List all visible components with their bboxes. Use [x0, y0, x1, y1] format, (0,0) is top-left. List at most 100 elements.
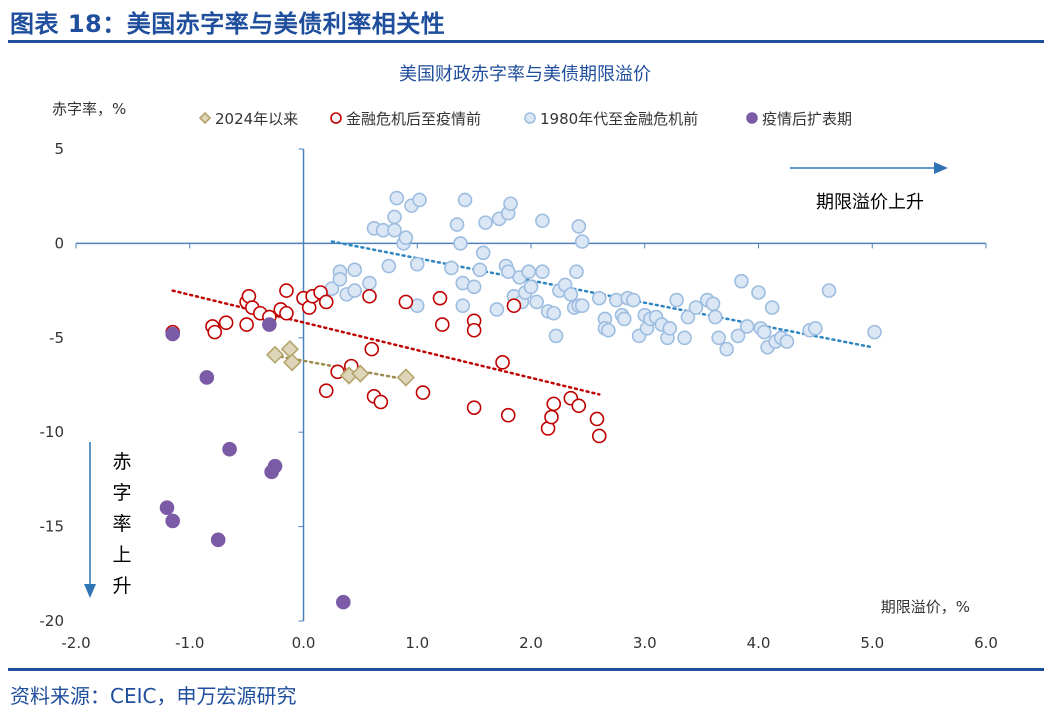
data-point [779, 334, 795, 349]
data-points [159, 190, 882, 610]
data-point [282, 353, 302, 372]
data-point [165, 513, 180, 529]
data-point [347, 283, 362, 298]
data-point [387, 209, 402, 225]
data-point [548, 328, 564, 344]
data-point [432, 290, 448, 306]
x-tick-label: 6.0 [974, 634, 998, 652]
data-point [472, 262, 488, 278]
data-point [756, 324, 772, 340]
data-point [563, 287, 579, 302]
data-point [159, 500, 175, 516]
data-point [351, 364, 370, 383]
legend-marker [330, 112, 342, 124]
data-point [677, 330, 692, 346]
data-point [591, 428, 607, 444]
data-point [466, 400, 482, 415]
x-tick-label: -2.0 [61, 634, 90, 652]
data-point [409, 256, 425, 272]
data-point [478, 215, 493, 230]
data-point [434, 317, 450, 332]
data-point [280, 339, 299, 359]
header-rule [8, 40, 1044, 43]
data-point [535, 264, 550, 280]
data-point [546, 396, 562, 412]
data-point [529, 294, 544, 310]
x-tick-label: 1.0 [405, 634, 429, 652]
axes: -2.0 -1.0 0.0 1.0 2.0 3.0 4.0 5.0 6.0 5 0 -5 -10 -15 -… [40, 140, 998, 652]
data-point [591, 290, 607, 306]
data-point [523, 279, 539, 295]
data-point [457, 192, 473, 208]
data-point [489, 302, 505, 317]
trend-line [279, 355, 408, 381]
data-point [662, 321, 678, 336]
legend-item: 疫情后扩表期 [746, 110, 852, 128]
data-point [222, 441, 237, 457]
y-tick-label: -5 [49, 329, 64, 347]
footer-rule [8, 668, 1044, 671]
data-point [500, 407, 516, 423]
page-title: 图表 18：美国赤字率与美债利率相关性 [10, 10, 446, 38]
data-point [387, 222, 402, 238]
data-point [495, 355, 510, 370]
data-point [521, 264, 537, 280]
data-point [396, 368, 416, 387]
data-point [734, 273, 749, 289]
down-arrow-label-char: 率 [112, 513, 131, 535]
right-arrow-label: 期限溢价上升 [816, 192, 924, 213]
data-point [808, 321, 823, 336]
y-tick-label: -20 [40, 612, 65, 630]
data-point [210, 532, 226, 548]
legend-item: 2024年以来 [198, 110, 298, 128]
data-point [601, 322, 616, 338]
data-point [821, 283, 837, 298]
x-tick-label: 4.0 [747, 634, 771, 652]
y-tick-label: -15 [40, 518, 65, 536]
data-point [544, 409, 559, 425]
data-point [453, 236, 468, 251]
chart-title: 美国财政赤字率与美债期限溢价 [399, 64, 651, 85]
data-point [466, 322, 482, 338]
legend-item: 1980年代至金融危机前 [524, 110, 698, 128]
legend: 2024年以来 金融危机后至疫情前 1980年代至金融危机前 疫情后扩表期 [198, 110, 852, 128]
y-tick-label: 5 [54, 140, 64, 158]
data-point [739, 319, 755, 334]
data-point [571, 219, 587, 234]
down-arrow-label-char: 上 [112, 544, 131, 566]
data-point [373, 394, 389, 410]
down-arrow-label-char: 字 [112, 482, 131, 504]
x-tick-label: 2.0 [519, 634, 543, 652]
data-point [267, 458, 283, 474]
y-tick-label: -10 [40, 423, 65, 441]
legend-marker [198, 111, 212, 125]
data-point [165, 326, 180, 342]
data-point [466, 279, 482, 295]
data-point [362, 288, 377, 304]
data-point [688, 300, 704, 315]
down-arrow-label-char: 赤 [112, 451, 131, 473]
data-point [500, 264, 516, 280]
legend-marker [746, 112, 758, 124]
legend-item: 金融危机后至疫情前 [330, 110, 481, 128]
data-point [265, 345, 285, 364]
x-tick-label: 5.0 [860, 634, 884, 652]
data-point [626, 292, 641, 308]
data-point [574, 234, 590, 249]
data-point [279, 305, 294, 321]
down-arrow-head [84, 584, 96, 598]
data-point [389, 190, 405, 206]
down-arrow-label-char: 升 [112, 575, 131, 597]
data-point [589, 411, 605, 427]
data-point [535, 213, 550, 229]
data-point [364, 341, 380, 357]
data-point [279, 283, 294, 298]
y-axis-label: 赤字率，% [52, 100, 126, 118]
legend-label: 1980年代至金融危机前 [540, 110, 698, 128]
trend-lines [171, 240, 874, 396]
right-arrow-head [934, 162, 948, 174]
data-point [616, 311, 632, 327]
data-point [705, 296, 721, 312]
